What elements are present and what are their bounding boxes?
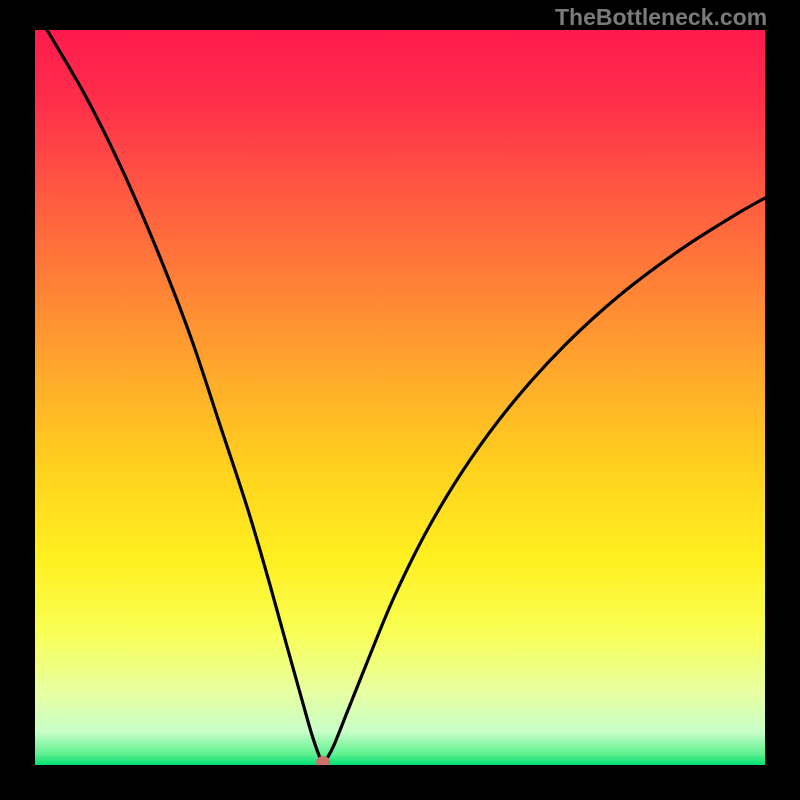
bottleneck-chart [0,0,800,800]
plot-gradient-background [35,30,765,765]
watermark-text: TheBottleneck.com [555,4,767,31]
